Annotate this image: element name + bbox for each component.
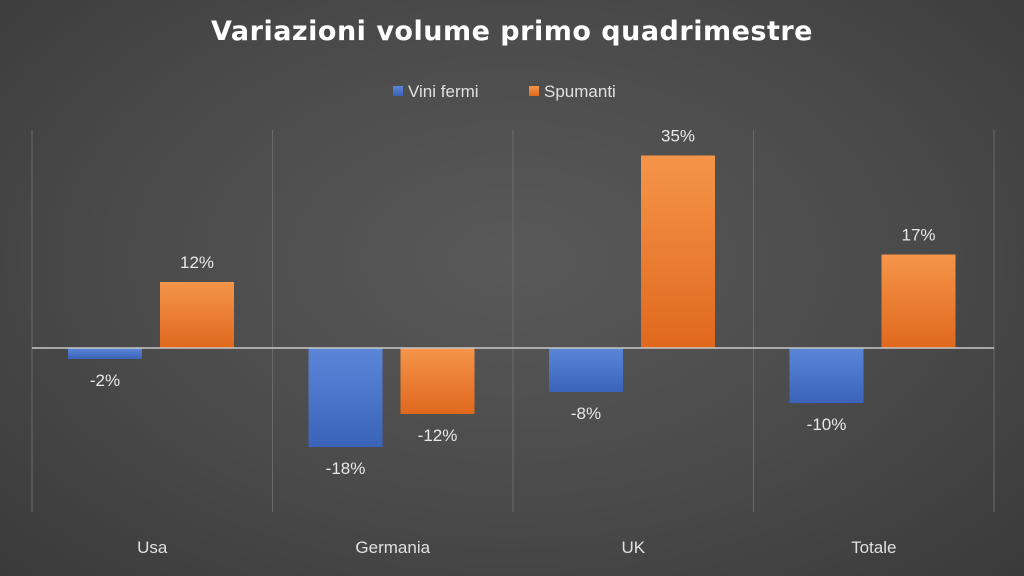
legend-swatch-vini-fermi bbox=[393, 86, 403, 96]
data-label: -8% bbox=[571, 404, 601, 423]
data-label: 17% bbox=[901, 226, 935, 245]
data-label: -18% bbox=[326, 459, 366, 478]
bar-spumanti-usa bbox=[160, 282, 234, 348]
category-label: UK bbox=[621, 538, 645, 557]
data-label: -2% bbox=[90, 371, 120, 390]
bar-vini-fermi-usa bbox=[68, 348, 142, 359]
data-label: 35% bbox=[661, 127, 695, 146]
bars bbox=[68, 155, 956, 447]
bar-vini-fermi-germania bbox=[308, 348, 383, 447]
chart-title: Variazioni volume primo quadrimestre bbox=[211, 16, 813, 47]
category-gridlines bbox=[31, 130, 995, 512]
legend-swatch-spumanti bbox=[529, 86, 539, 96]
bar-spumanti-germania bbox=[400, 348, 475, 414]
bar-spumanti-uk bbox=[641, 155, 715, 348]
category-label: Germania bbox=[355, 538, 430, 557]
bar-vini-fermi-totale bbox=[789, 348, 864, 403]
bar-spumanti-totale bbox=[881, 254, 956, 348]
category-labels: Usa Germania UK Totale bbox=[137, 538, 896, 557]
legend-label-vini-fermi: Vini fermi bbox=[408, 82, 479, 101]
data-label: 12% bbox=[180, 253, 214, 272]
category-label: Totale bbox=[851, 538, 896, 557]
data-label: -10% bbox=[807, 415, 847, 434]
legend: Vini fermi Spumanti bbox=[393, 82, 616, 101]
category-label: Usa bbox=[137, 538, 168, 557]
data-label: -12% bbox=[418, 426, 458, 445]
data-labels: -2% -18% -8% -10% 12% -12% 35% 17% bbox=[90, 127, 936, 479]
bar-vini-fermi-uk bbox=[549, 348, 623, 392]
legend-label-spumanti: Spumanti bbox=[544, 82, 616, 101]
